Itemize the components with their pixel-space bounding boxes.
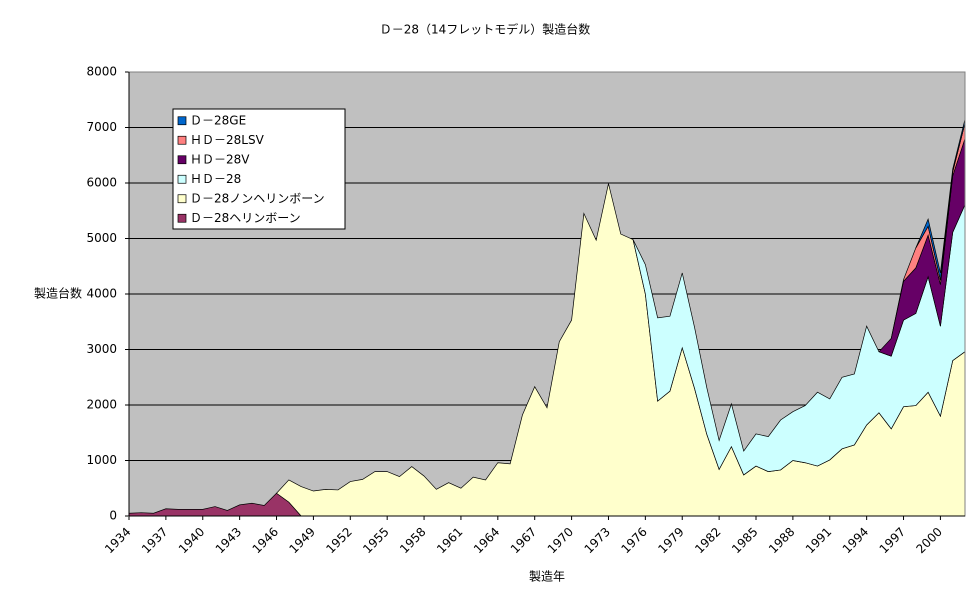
y-tick-label: 3000 — [86, 342, 117, 356]
legend-swatch — [177, 174, 187, 184]
legend-label: ＨＤ－28V — [190, 152, 250, 166]
x-axis-title: 製造年 — [529, 570, 565, 584]
legend-swatch — [177, 135, 187, 145]
legend-label: ＨＤ－28LSV — [190, 133, 265, 147]
y-tick-label: 5000 — [86, 231, 117, 245]
y-tick-label: 0 — [109, 509, 117, 523]
y-tick-label: 6000 — [86, 176, 117, 190]
legend-label: Ｄ－28ノンヘリンボーン — [190, 191, 325, 205]
y-tick-label: 2000 — [86, 398, 117, 412]
y-tick-label: 8000 — [86, 65, 117, 79]
legend-label: Ｄ－28ヘリンボーン — [190, 211, 301, 225]
areas — [128, 119, 966, 517]
y-tick-label: 7000 — [86, 120, 117, 134]
legend-swatch — [177, 116, 187, 126]
chart-title: Ｄ－28（14フレットモデル）製造台数 — [380, 22, 591, 37]
y-tick-label: 1000 — [86, 453, 117, 467]
legend-box — [172, 108, 346, 230]
y-tick-label: 4000 — [86, 287, 117, 301]
y-axis-title: 製造台数 — [34, 286, 82, 301]
legend-swatch — [177, 213, 187, 223]
legend-label: ＨＤ－28 — [190, 172, 241, 186]
legend-swatch — [177, 155, 187, 165]
legend-swatch — [177, 194, 187, 204]
legend-label: Ｄ－28GE — [190, 113, 246, 127]
